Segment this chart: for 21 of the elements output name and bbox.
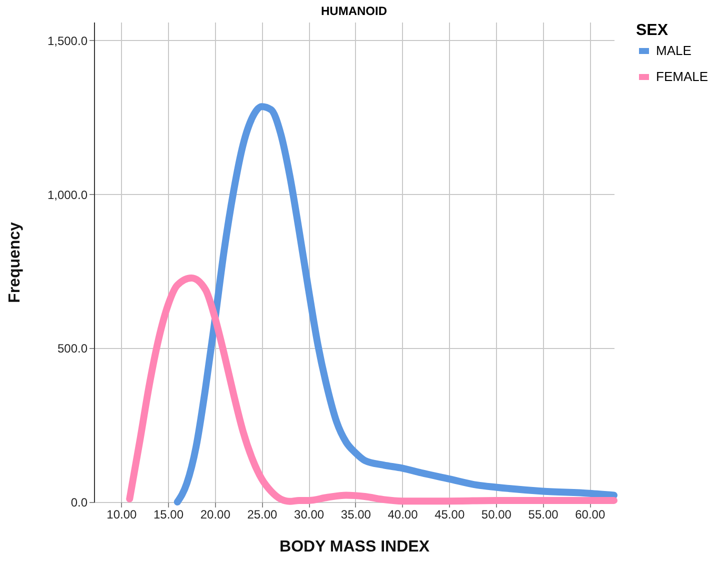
y-axis-title: Frequency: [6, 222, 24, 303]
x-tick-label: 45.00: [434, 508, 465, 522]
x-tick-label: 55.00: [528, 508, 559, 522]
x-tick-label: 35.00: [340, 508, 372, 522]
y-tick-label: 1,000.0: [47, 188, 88, 202]
legend-label: FEMALE: [656, 69, 708, 84]
x-tick-label: 30.00: [294, 508, 324, 522]
legend-label: MALE: [656, 43, 692, 58]
x-tick-label: 20.00: [200, 508, 231, 522]
x-tick-label: 15.00: [154, 508, 184, 522]
x-tick-label: 60.00: [575, 508, 606, 522]
y-tick-label: 500.0: [57, 342, 88, 356]
x-tick-label: 40.00: [388, 508, 418, 522]
y-tick-label: 1,500.0: [47, 34, 88, 48]
x-tick-label: 25.00: [247, 508, 278, 522]
legend-title: SEX: [636, 22, 668, 39]
x-axis-title: BODY MASS INDEX: [280, 538, 430, 556]
y-tick-label: 0.0: [70, 496, 88, 510]
x-tick-label: 10.00: [106, 508, 138, 522]
chart-title: HUMANOID: [321, 4, 388, 18]
x-tick-label: 50.00: [481, 508, 512, 522]
